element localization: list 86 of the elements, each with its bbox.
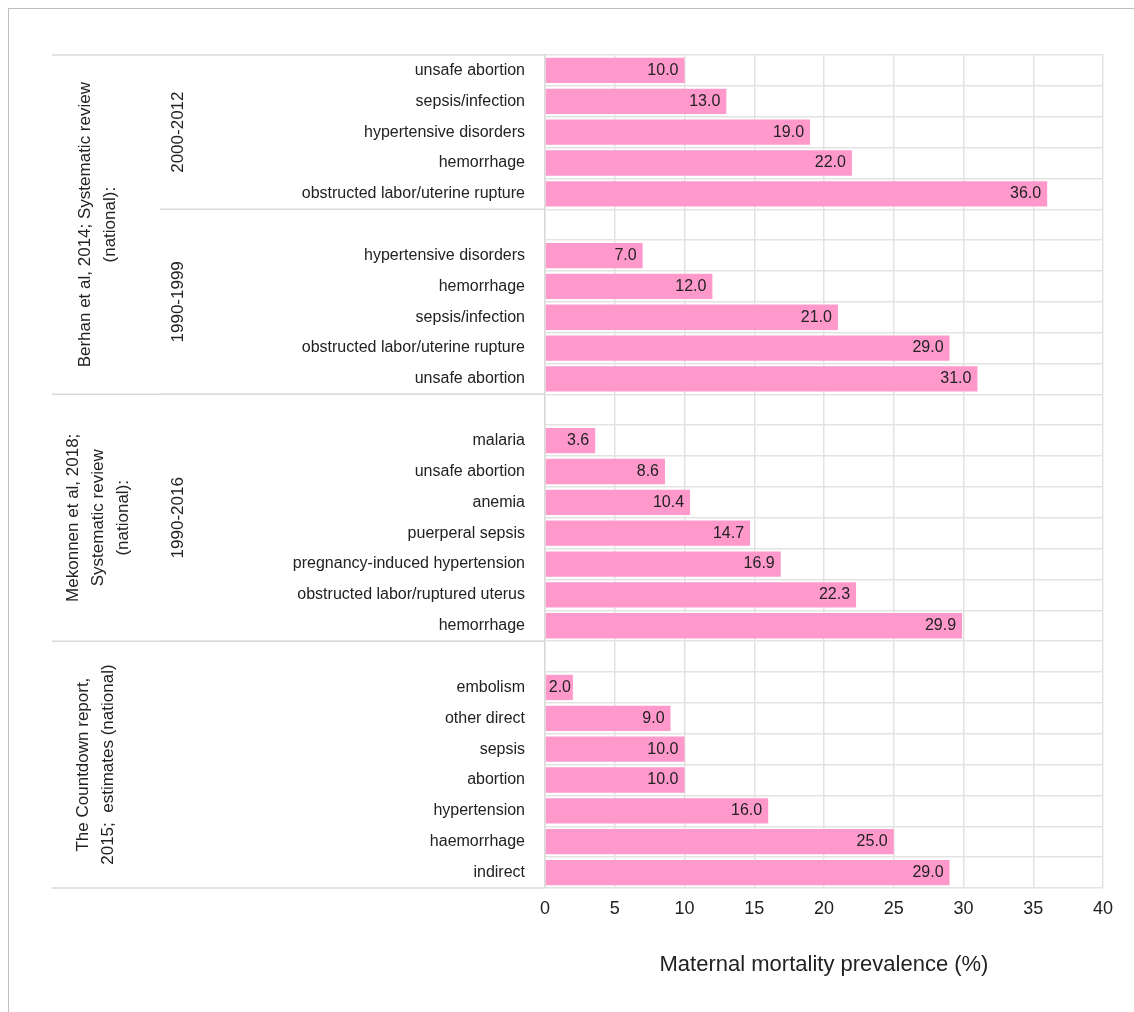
data-label: 12.0 <box>675 276 707 294</box>
data-label: 29.9 <box>924 616 957 634</box>
y-tick-label: embolism <box>456 677 525 695</box>
data-label: 25.0 <box>856 832 888 850</box>
bar <box>545 458 665 485</box>
y-tick-label: sepsis <box>479 739 525 757</box>
text: Mekonnen et al, 2018; Systematic review (national): <box>62 433 132 602</box>
data-label: 3.6 <box>566 431 590 449</box>
text: 1990-2016 <box>167 477 187 559</box>
y-tick-label: obstructed labor/uterine rupture <box>301 184 526 202</box>
x-tick-label: 30 <box>953 897 974 918</box>
data-label: 19.0 <box>772 122 805 140</box>
x-tick-label: 15 <box>744 897 765 918</box>
text: Berhan et al, 2014; Systematic review (national): <box>75 81 120 368</box>
y-tick-label: haemorrhage <box>429 832 526 850</box>
y-tick-label: sepsis/infection <box>415 307 525 325</box>
data-label: 8.6 <box>636 461 660 479</box>
bar <box>545 767 685 793</box>
y-tick-label: hypertension <box>433 801 525 819</box>
y-tick-label: abortion <box>467 770 525 788</box>
y-tick-label: unsafe abortion <box>414 461 525 479</box>
y-tick-label: puerperal sepsis <box>407 523 525 541</box>
x-tick-label: 40 <box>1092 897 1114 918</box>
bar <box>545 582 857 608</box>
data-label: 16.9 <box>743 554 775 572</box>
data-label: 22.0 <box>814 153 846 171</box>
bar <box>545 150 852 176</box>
y-tick-label: unsafe abortion <box>414 369 525 387</box>
bar <box>545 829 894 855</box>
data-label: 10.0 <box>647 770 679 788</box>
bar <box>545 273 713 300</box>
y-tick-label: unsafe abortion <box>414 60 525 78</box>
y-tick-label: indirect <box>473 862 526 880</box>
bar <box>545 366 978 392</box>
bar <box>545 551 781 577</box>
bar <box>545 119 811 145</box>
data-label: 2.0 <box>548 677 572 695</box>
bar <box>545 736 685 762</box>
x-tick-label: 5 <box>609 897 620 918</box>
x-tick-label: 25 <box>883 897 904 918</box>
y-tick-label: hypertensive disorders <box>364 245 525 263</box>
data-label: 14.7 <box>712 523 745 541</box>
text: 1990-1999 <box>167 261 187 343</box>
bar <box>545 613 963 639</box>
data-label: 31.0 <box>940 369 972 387</box>
data-label: 10.0 <box>647 739 679 757</box>
y-tick-label: hemorrhage <box>438 276 526 294</box>
bar <box>545 242 643 269</box>
y-tick-label: other direct <box>444 708 526 726</box>
y-tick-label: malaria <box>472 431 526 449</box>
bar <box>545 181 1048 207</box>
y-tick-label: hypertensive disorders <box>364 122 525 140</box>
data-label: 21.0 <box>800 307 833 325</box>
data-label: 13.0 <box>689 91 721 109</box>
data-label: 10.4 <box>652 492 685 510</box>
bar <box>545 520 751 546</box>
y-tick-label: hemorrhage <box>438 153 526 171</box>
text: 2000-2012 <box>167 91 187 173</box>
y-tick-label: pregnancy-induced hypertension <box>292 554 525 572</box>
bar <box>545 705 671 731</box>
data-label: 22.3 <box>818 585 851 603</box>
x-tick-label: 0 <box>539 897 551 918</box>
x-axis-title: Maternal mortality prevalence (%) <box>659 950 989 976</box>
x-tick-label: 35 <box>1023 897 1044 918</box>
data-label: 29.0 <box>912 862 944 880</box>
bar <box>545 88 727 114</box>
data-label: 9.0 <box>642 708 665 726</box>
data-label: 36.0 <box>1010 184 1042 202</box>
bar <box>545 489 691 515</box>
x-tick-label: 20 <box>813 897 835 918</box>
data-label: 29.0 <box>912 338 944 356</box>
y-tick-label: obstructed labor/uterine rupture <box>301 338 526 356</box>
y-tick-label: obstructed labor/ruptured uterus <box>297 585 525 603</box>
y-tick-label: anemia <box>472 492 526 510</box>
bar <box>545 335 950 361</box>
x-tick-label: 10 <box>674 897 695 918</box>
data-label: 16.0 <box>731 801 763 819</box>
data-label: 7.0 <box>614 245 637 263</box>
y-tick-label: sepsis/infection <box>415 91 525 109</box>
bar <box>545 57 685 84</box>
text: The Countdown report, 2015; estimates (national) <box>73 664 118 865</box>
bar <box>545 304 838 330</box>
data-label: 10.0 <box>647 60 679 78</box>
y-tick-label: hemorrhage <box>438 616 526 634</box>
bar <box>545 859 950 886</box>
bar <box>545 798 769 824</box>
